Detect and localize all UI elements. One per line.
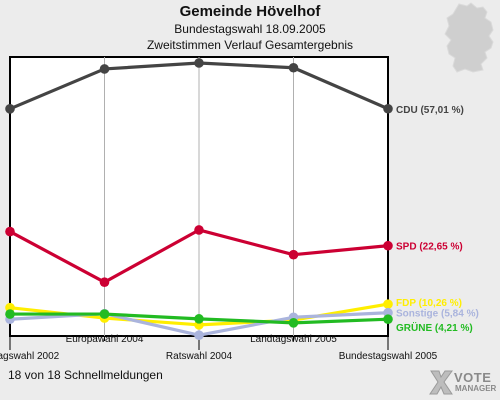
series-label-sonstige: Sonstige (5,84 %): [396, 309, 479, 320]
series-label-grüne: GRÜNE (4,21 %): [396, 321, 473, 334]
data-point-fdp: [383, 299, 393, 309]
data-point-spd: [288, 249, 299, 260]
series-label-fdp: FDP (10,26 %): [396, 298, 462, 309]
data-point-grüne: [5, 309, 15, 319]
logo-manager-text: MANAGER: [455, 384, 497, 393]
chart-subtitle-election: Bundestagswahl 18.09.2005: [174, 22, 326, 36]
data-point-grüne: [194, 314, 204, 324]
data-point-cdu: [288, 62, 299, 73]
reports-count-text: 18 von 18 Schnellmeldungen: [8, 368, 163, 382]
vote-manager-x-icon: [429, 370, 453, 395]
x-tick-label: Landtagswahl 2005: [250, 334, 337, 345]
data-point-cdu: [383, 103, 393, 114]
data-point-spd: [383, 240, 393, 251]
x-tick-label: Bundestagswahl 2005: [339, 351, 438, 362]
chart-title: Gemeinde Hövelhof: [179, 3, 321, 20]
vote-manager-logo: VOTE MANAGER: [428, 367, 500, 399]
data-point-grüne: [99, 309, 110, 319]
logo-vote-text: VOTE: [454, 370, 492, 385]
data-point-sonstige: [194, 330, 204, 341]
germany-map-icon: [444, 2, 494, 73]
data-point-cdu: [194, 58, 204, 68]
x-tick-label: Bundestagswahl 2002: [0, 351, 60, 362]
x-tick-label: Europawahl 2004: [66, 334, 144, 345]
data-point-grüne: [383, 314, 393, 325]
data-point-cdu: [5, 104, 15, 114]
series-label-cdu: CDU (57,01 %): [396, 105, 464, 116]
chart-subtitle-type: Zweitstimmen Verlauf Gesamtergebnis: [146, 38, 354, 52]
data-point-spd: [194, 225, 204, 235]
data-point-cdu: [99, 64, 110, 74]
data-point-spd: [5, 226, 15, 237]
chart-header: Gemeinde Hövelhof Bundestagswahl 18.09.2…: [0, 3, 500, 53]
data-point-spd: [99, 277, 110, 287]
x-tick-label: Ratswahl 2004: [166, 351, 233, 362]
series-label-spd: SPD (22,65 %): [396, 242, 463, 253]
data-point-grüne: [288, 318, 299, 328]
